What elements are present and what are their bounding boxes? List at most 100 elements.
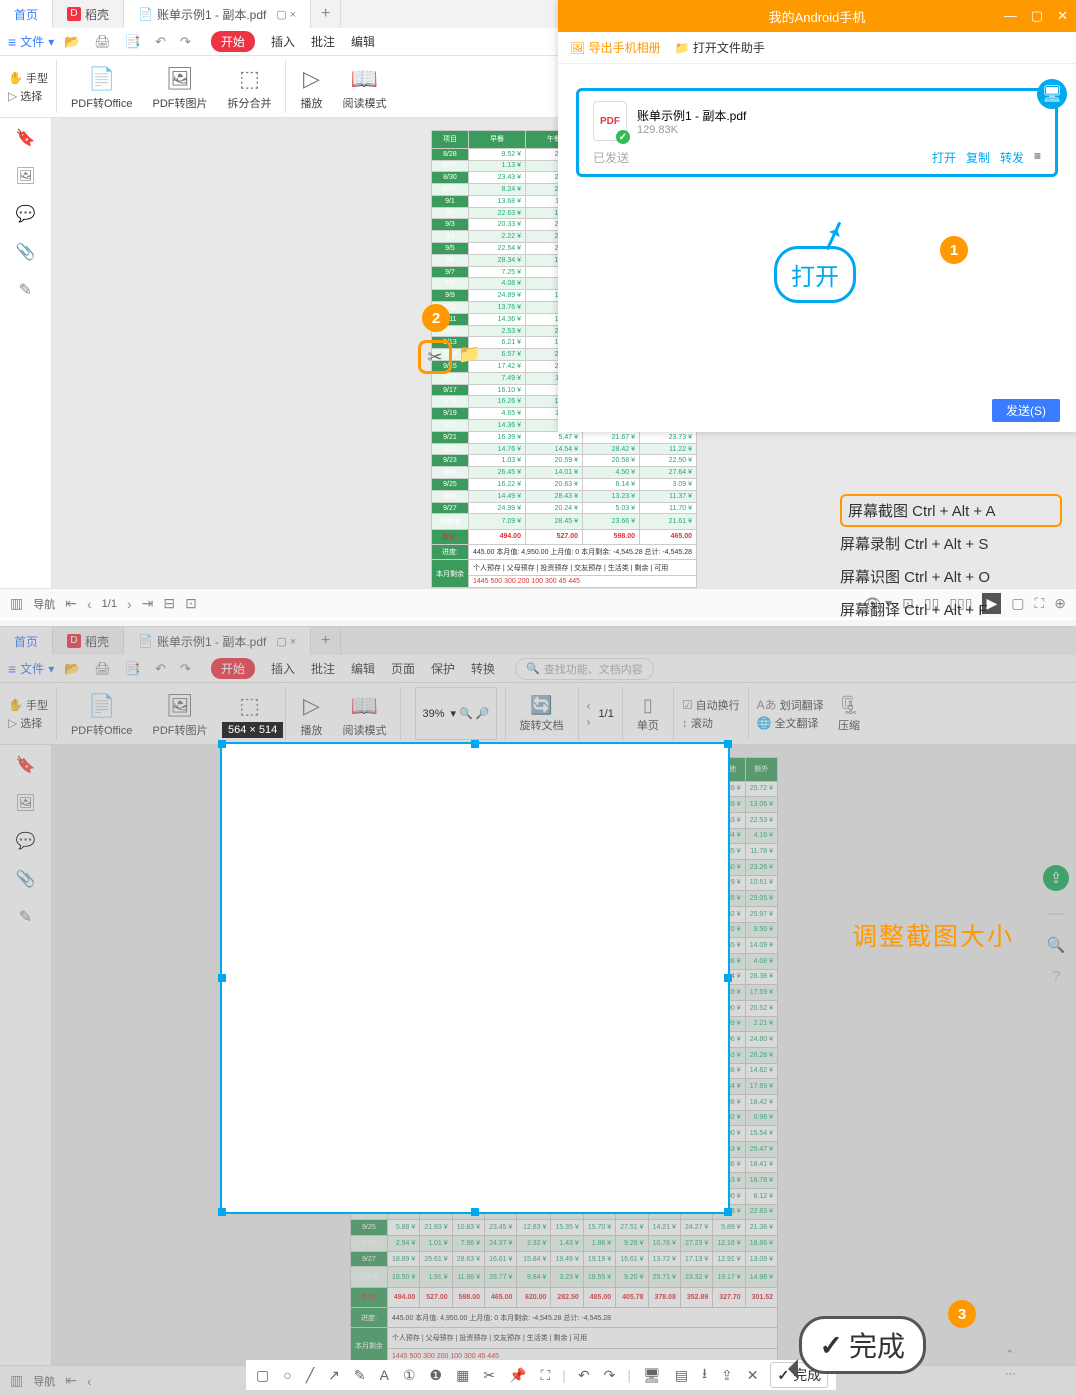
menu-annotate[interactable]: 批注 (311, 660, 335, 677)
tool-scroll[interactable]: 滚动 (682, 715, 740, 731)
attach-icon[interactable]: 📎 (16, 242, 36, 262)
minimize-icon[interactable]: — (1004, 8, 1017, 24)
tool-rotate[interactable]: 🔄旋转文档 (514, 687, 570, 740)
prev-icon[interactable] (587, 699, 591, 713)
tool-hand[interactable]: 手型 (8, 697, 48, 713)
shortcut-record[interactable]: 屏幕录制 Ctrl + Alt + S (840, 527, 1062, 560)
fit-page-icon[interactable]: ⊡ (185, 595, 197, 612)
tool-readmode[interactable]: 📖阅读模式 (336, 60, 392, 113)
comment-icon[interactable]: 💬 (16, 831, 36, 851)
close-icon[interactable]: ✕ (1057, 8, 1068, 24)
snip-undo-icon[interactable]: ↶ (576, 1367, 592, 1384)
tool-wordtrans[interactable]: 划词翻译 (757, 696, 824, 713)
tool-a-icon[interactable]: 📑 (121, 661, 145, 677)
snip-arrow-icon[interactable]: ↗ (326, 1367, 342, 1384)
last-page-icon[interactable]: ⇥ (142, 595, 154, 612)
r-search-icon[interactable]: 🔍 (1047, 936, 1066, 954)
comment-icon[interactable]: 💬 (16, 204, 36, 224)
snip-layers-icon[interactable]: ▤ (673, 1367, 690, 1384)
snip-num-icon[interactable]: ① (401, 1367, 418, 1384)
menu-protect[interactable]: 保护 (431, 660, 455, 677)
snip-pen-icon[interactable]: ✎ (352, 1367, 368, 1384)
tab-home[interactable]: 首页 (0, 627, 53, 655)
snip-num-style-icon[interactable]: ❶ (428, 1367, 445, 1384)
snip-cancel-icon[interactable]: ✕ (745, 1367, 761, 1384)
file-menu[interactable]: 文件 ▾ (8, 33, 54, 50)
tool-select[interactable]: 选择 (8, 88, 48, 104)
export-album[interactable]: 导出手机相册 (570, 39, 661, 56)
tool-fulltrans[interactable]: 全文翻译 (757, 715, 824, 731)
tool-pdf2office[interactable]: 📄PDF转Office (65, 60, 139, 113)
tab-add[interactable]: + (311, 627, 341, 655)
tab-document[interactable]: 账单示例1 - 副本.pdf▢ × (124, 0, 311, 28)
menu-convert[interactable]: 转换 (471, 660, 495, 677)
open-icon[interactable]: 📂 (60, 34, 84, 50)
snip-pin-icon[interactable]: 📌 (507, 1367, 528, 1384)
tool-readmode[interactable]: 📖阅读模式 (336, 687, 392, 740)
shortcut-ocr[interactable]: 屏幕识图 Ctrl + Alt + O (840, 560, 1062, 593)
menu-start[interactable]: 开始 (211, 31, 255, 52)
resize-handle[interactable] (471, 740, 479, 748)
action-more-icon[interactable]: ≡ (1034, 149, 1041, 166)
next-page-icon[interactable]: › (127, 596, 132, 612)
action-copy[interactable]: 复制 (966, 149, 990, 166)
tool-pdf2office[interactable]: 📄PDF转Office (65, 687, 139, 740)
bookmark-icon[interactable]: 🔖 (16, 128, 36, 148)
sign-icon[interactable]: ✎ (19, 280, 32, 300)
first-page-icon[interactable]: ⇤ (65, 595, 77, 612)
resize-handle[interactable] (724, 740, 732, 748)
snip-mosaic-icon[interactable]: ▦ (454, 1367, 471, 1384)
tool-a-icon[interactable]: 📑 (121, 34, 145, 50)
image-icon[interactable]: 🖼 (15, 166, 35, 186)
sign-icon[interactable]: ✎ (19, 907, 32, 927)
tool-split[interactable]: ⬚拆分合并 (221, 60, 277, 113)
snip-screen-icon[interactable]: 🖥 (641, 1367, 663, 1384)
snip-line-icon[interactable]: ╱ (304, 1367, 316, 1384)
tool-pdf2img[interactable]: 🖼PDF转图片 (146, 60, 213, 113)
snip-expand-icon[interactable]: ⛶ (538, 1367, 552, 1384)
tab-daoke[interactable]: D稻壳 (53, 0, 124, 28)
shortcut-translate[interactable]: 屏幕翻译 Ctrl + Alt + F (840, 593, 1062, 626)
close-icon[interactable]: ▢ × (276, 635, 296, 648)
image-icon[interactable]: 🖼 (15, 793, 35, 813)
send-button[interactable]: 发送(S) (992, 399, 1060, 422)
next-icon[interactable] (587, 715, 591, 729)
undo-icon[interactable]: ↶ (151, 34, 170, 50)
snip-redo-icon[interactable]: ↷ (602, 1367, 618, 1384)
menu-edit[interactable]: 编辑 (351, 33, 375, 50)
action-forward[interactable]: 转发 (1000, 149, 1024, 166)
tab-daoke[interactable]: D稻壳 (53, 627, 124, 655)
snip-share-icon[interactable]: ⇪ (719, 1367, 735, 1384)
zoom-control[interactable]: 39% ▾ 🔍 🔎 (415, 687, 496, 740)
float-menu-icon[interactable]: ⋯ (1005, 1367, 1016, 1380)
redo-icon[interactable]: ↷ (176, 34, 195, 50)
maximize-icon[interactable]: ▢ (1031, 8, 1043, 24)
resize-handle[interactable] (218, 1208, 226, 1216)
menu-page[interactable]: 页面 (391, 660, 415, 677)
tool-play[interactable]: ▷播放 (294, 687, 328, 740)
float-up-icon[interactable]: ⌃ (1005, 1348, 1016, 1361)
snip-crop-icon[interactable]: ✂ (481, 1367, 497, 1384)
fit-width-icon[interactable]: ⊟ (163, 595, 175, 612)
screenshot-selection[interactable]: 564 × 514 (220, 742, 730, 1214)
tab-document[interactable]: 账单示例1 - 副本.pdf▢ × (124, 627, 311, 655)
panel-icon[interactable]: ▥ (10, 1372, 23, 1389)
undo-icon[interactable]: ↶ (151, 661, 170, 677)
resize-handle[interactable] (724, 1208, 732, 1216)
first-page-icon[interactable]: ⇤ (65, 1372, 77, 1389)
snip-text-icon[interactable]: A (378, 1367, 391, 1383)
menu-insert[interactable]: 插入 (271, 660, 295, 677)
file-menu[interactable]: 文件 ▾ (8, 660, 54, 677)
tab-home[interactable]: 首页 (0, 0, 53, 28)
redo-icon[interactable]: ↷ (176, 661, 195, 677)
snip-rect-icon[interactable]: ▢ (254, 1367, 271, 1384)
tool-pdf2img[interactable]: 🖼PDF转图片 (146, 687, 213, 740)
share-icon[interactable]: ⇪ (1043, 865, 1069, 891)
menu-annotate[interactable]: 批注 (311, 33, 335, 50)
panel-icon[interactable]: ▥ (10, 595, 23, 612)
r-help-icon[interactable]: ? (1052, 968, 1060, 985)
menu-edit[interactable]: 编辑 (351, 660, 375, 677)
resize-handle[interactable] (471, 1208, 479, 1216)
close-icon[interactable]: ▢ × (276, 8, 296, 21)
menu-insert[interactable]: 插入 (271, 33, 295, 50)
